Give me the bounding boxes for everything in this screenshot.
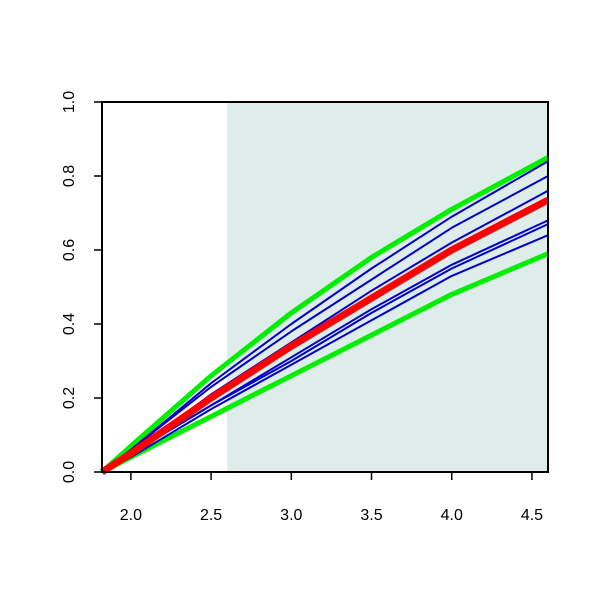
plot-box bbox=[101, 101, 549, 473]
x-tick-label: 2.0 bbox=[120, 507, 142, 524]
y-tick-label: 0.0 bbox=[61, 461, 78, 483]
y-tick-label: 0.8 bbox=[61, 165, 78, 187]
y-tick-label: 0.4 bbox=[61, 313, 78, 335]
curve bbox=[100, 155, 550, 474]
curve bbox=[100, 196, 550, 475]
x-tick-label: 3.5 bbox=[360, 507, 382, 524]
x-tick-label: 2.5 bbox=[200, 507, 222, 524]
x-tick-label: 4.0 bbox=[441, 507, 463, 524]
x-tick-label: 3.0 bbox=[280, 507, 302, 524]
y-tick-label: 0.6 bbox=[61, 239, 78, 261]
y-tick-label: 1.0 bbox=[61, 91, 78, 113]
y-tick-label: 0.2 bbox=[61, 387, 78, 409]
x-tick-label: 4.5 bbox=[521, 507, 543, 524]
